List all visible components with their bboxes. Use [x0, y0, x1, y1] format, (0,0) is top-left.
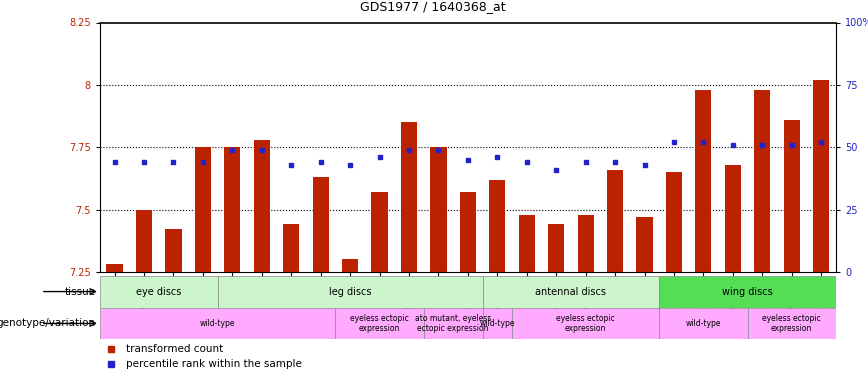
Text: ato mutant, eyeless
ectopic expression: ato mutant, eyeless ectopic expression — [415, 314, 491, 333]
Bar — [460, 192, 476, 272]
Text: GDS1977 / 1640368_at: GDS1977 / 1640368_at — [360, 0, 506, 13]
Text: wild-type: wild-type — [479, 319, 515, 328]
Bar — [335, 308, 424, 339]
Bar — [483, 308, 512, 339]
Bar — [548, 225, 564, 272]
Text: antennal discs: antennal discs — [536, 286, 607, 297]
Bar — [424, 308, 483, 339]
Text: wild-type: wild-type — [200, 319, 235, 328]
Bar — [100, 308, 335, 339]
Text: transformed count: transformed count — [126, 344, 223, 354]
Text: percentile rank within the sample: percentile rank within the sample — [126, 359, 301, 369]
Text: wing discs: wing discs — [722, 286, 773, 297]
Bar — [283, 225, 299, 272]
Bar — [401, 122, 417, 272]
Bar — [695, 90, 712, 272]
Bar — [218, 276, 483, 308]
Bar — [100, 276, 218, 308]
Bar — [636, 217, 653, 272]
Bar — [490, 180, 505, 272]
Bar — [784, 120, 799, 272]
Text: leg discs: leg discs — [329, 286, 372, 297]
Bar — [813, 80, 829, 272]
Bar — [431, 147, 446, 272]
Bar — [725, 165, 741, 272]
Bar — [483, 276, 659, 308]
Text: eyeless ectopic
expression: eyeless ectopic expression — [762, 314, 821, 333]
Text: eyeless ectopic
expression: eyeless ectopic expression — [350, 314, 409, 333]
Bar — [512, 308, 659, 339]
Text: wild-type: wild-type — [686, 319, 721, 328]
Text: eyeless ectopic
expression: eyeless ectopic expression — [556, 314, 615, 333]
Text: tissue: tissue — [64, 286, 95, 297]
Bar — [577, 214, 594, 272]
Bar — [372, 192, 388, 272]
Bar — [194, 147, 211, 272]
Bar — [136, 210, 152, 272]
Bar — [224, 147, 240, 272]
Bar — [312, 177, 329, 272]
Bar — [747, 308, 836, 339]
Bar — [519, 214, 535, 272]
Bar — [165, 230, 181, 272]
Text: genotype/variation: genotype/variation — [0, 318, 95, 328]
Bar — [107, 264, 122, 272]
Bar — [342, 260, 358, 272]
Bar — [666, 172, 682, 272]
Bar — [659, 276, 836, 308]
Bar — [253, 140, 270, 272]
Bar — [754, 90, 771, 272]
Text: eye discs: eye discs — [136, 286, 181, 297]
Bar — [607, 170, 623, 272]
Bar — [659, 308, 747, 339]
